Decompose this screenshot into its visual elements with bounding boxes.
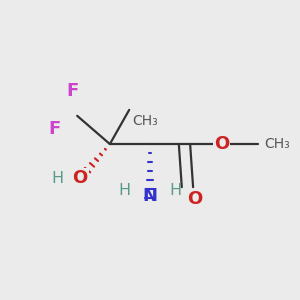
Text: O: O bbox=[214, 135, 229, 153]
Text: CH₃: CH₃ bbox=[264, 137, 290, 151]
Text: F: F bbox=[67, 82, 79, 100]
Text: H: H bbox=[119, 183, 131, 198]
Text: H: H bbox=[52, 171, 64, 186]
Text: CH₃: CH₃ bbox=[132, 114, 158, 128]
Text: H: H bbox=[169, 183, 181, 198]
Text: N: N bbox=[142, 187, 158, 205]
Text: F: F bbox=[49, 120, 61, 138]
Text: O: O bbox=[73, 169, 88, 187]
Text: O: O bbox=[187, 190, 202, 208]
